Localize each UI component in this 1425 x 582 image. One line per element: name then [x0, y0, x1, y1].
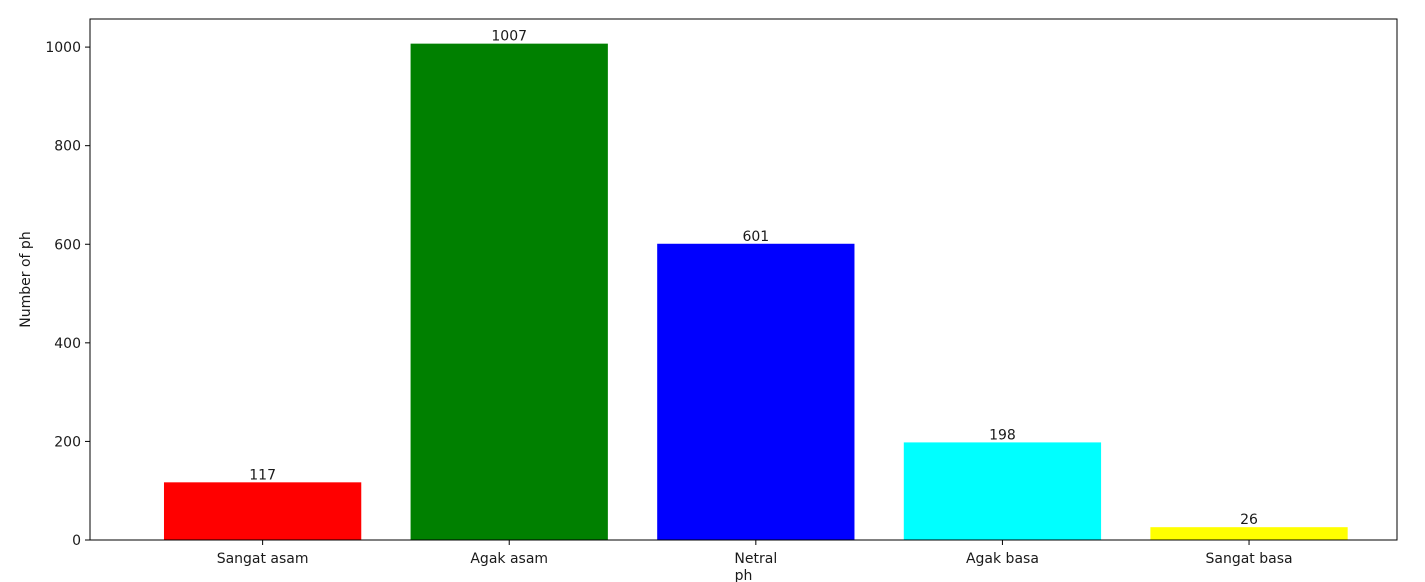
plot-frame	[89, 18, 1398, 541]
bar-netral	[657, 243, 855, 540]
y-tick-label: 200	[54, 434, 81, 450]
bar-sangat-basa	[1150, 527, 1348, 540]
y-tick-label: 0	[72, 533, 81, 549]
data-label: 601	[742, 229, 769, 245]
x-tick-label: Netral	[734, 551, 777, 567]
y-tick-label: 400	[54, 336, 81, 352]
x-tick-label: Agak asam	[470, 551, 548, 567]
bars-group	[163, 43, 1348, 540]
y-axis-ticks: 0 200 400 600 800 1000	[45, 40, 90, 549]
data-label: 1007	[491, 29, 527, 45]
bar-agak-asam	[410, 43, 608, 540]
x-tick-label: Sangat asam	[217, 551, 309, 567]
x-tick-label: Agak basa	[966, 551, 1039, 567]
y-tick-label: 600	[54, 237, 81, 253]
x-axis-ticks: Sangat asam Agak asam Netral Agak basa Sanga…	[217, 540, 1293, 567]
x-tick-label: Sangat basa	[1205, 551, 1292, 567]
data-label: 198	[989, 427, 1016, 443]
data-labels-group: 117 1007 601 198 26	[249, 29, 1258, 529]
y-tick-label: 1000	[45, 40, 81, 56]
data-label: 117	[249, 467, 276, 483]
bar-sangat-asam	[163, 482, 362, 540]
y-axis-label: Number of ph	[18, 231, 34, 327]
data-label: 26	[1240, 512, 1258, 528]
bar-agak-basa	[903, 442, 1102, 540]
x-axis-label: ph	[735, 568, 753, 582]
y-tick-label: 800	[54, 139, 81, 155]
